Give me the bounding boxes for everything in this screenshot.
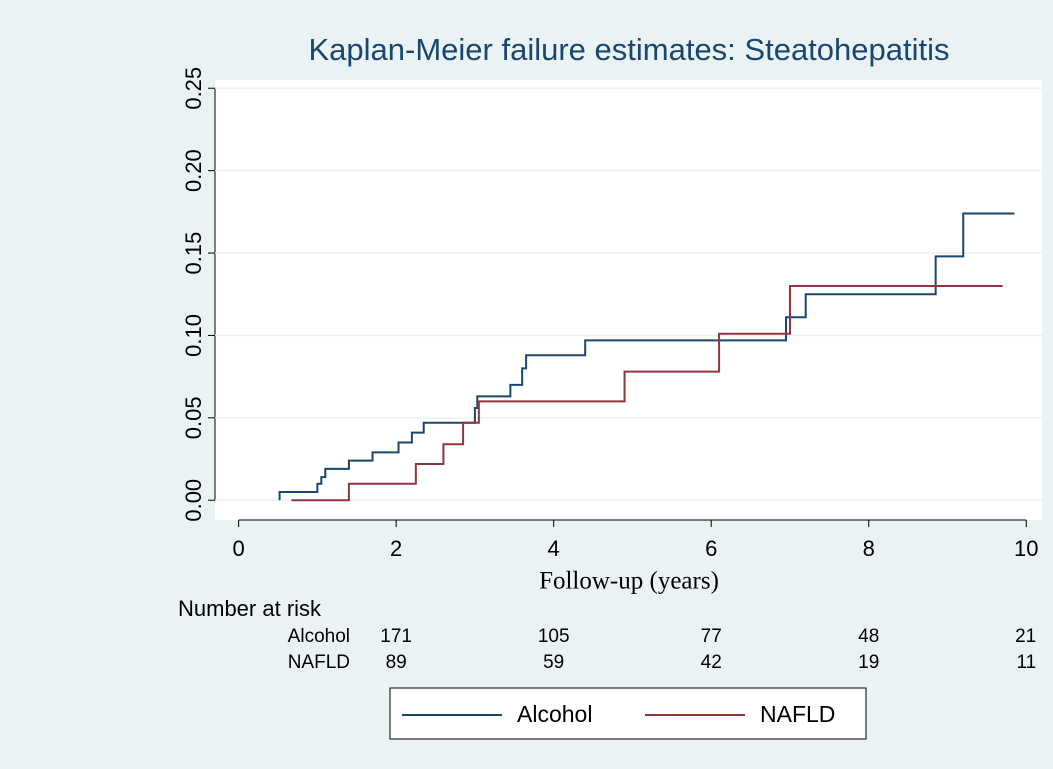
y-tick-label: 0.05	[181, 396, 206, 439]
legend	[389, 687, 867, 740]
x-tick-label: 6	[705, 536, 717, 561]
risk-count: 89	[386, 652, 407, 673]
y-tick-label: 0.20	[181, 149, 206, 192]
legend-label: Alcohol	[517, 701, 592, 727]
risk-table-title: Number at risk	[178, 596, 322, 621]
chart-title: Kaplan-Meier failure estimates: Steatohe…	[309, 32, 950, 67]
risk-row-label: Alcohol	[288, 626, 350, 647]
risk-count: 77	[701, 626, 722, 647]
risk-count: 11	[1017, 652, 1037, 673]
x-tick-label: 2	[390, 536, 402, 561]
risk-count: 21	[1015, 626, 1036, 647]
y-tick-label: 0.00	[181, 479, 206, 522]
legend-label: NAFLD	[760, 701, 835, 727]
risk-count: 171	[380, 626, 412, 647]
risk-count: 48	[858, 626, 879, 647]
x-tick-label: 4	[548, 536, 560, 561]
risk-row-label: NAFLD	[288, 652, 350, 673]
x-tick-label: 8	[863, 536, 875, 561]
risk-count: 59	[543, 652, 564, 673]
x-tick-label: 0	[233, 536, 245, 561]
step-line	[278, 212, 1015, 501]
x-axis-label: Follow-up (years)	[539, 568, 719, 595]
risk-count: 19	[858, 652, 879, 673]
risk-count: 42	[701, 652, 722, 673]
x-tick-label: 10	[1014, 536, 1038, 561]
y-tick-label: 0.10	[181, 314, 206, 357]
risk-count: 105	[538, 626, 570, 647]
step-line	[291, 284, 1003, 502]
y-tick-label: 0.25	[181, 67, 206, 110]
y-tick-label: 0.15	[181, 232, 206, 275]
plot-area	[215, 80, 1042, 520]
